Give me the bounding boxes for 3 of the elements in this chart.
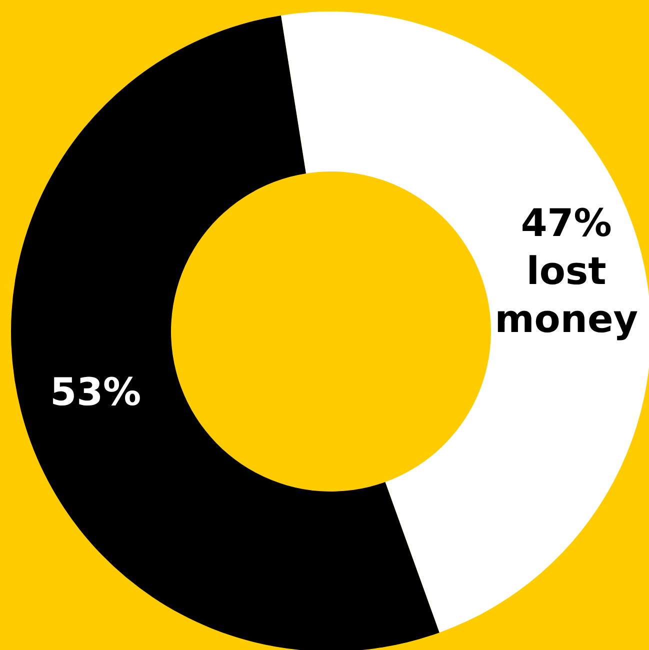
data-label: 53% [50,370,142,414]
slice-label: lost money [494,249,638,342]
data-label: 47% [520,201,612,246]
